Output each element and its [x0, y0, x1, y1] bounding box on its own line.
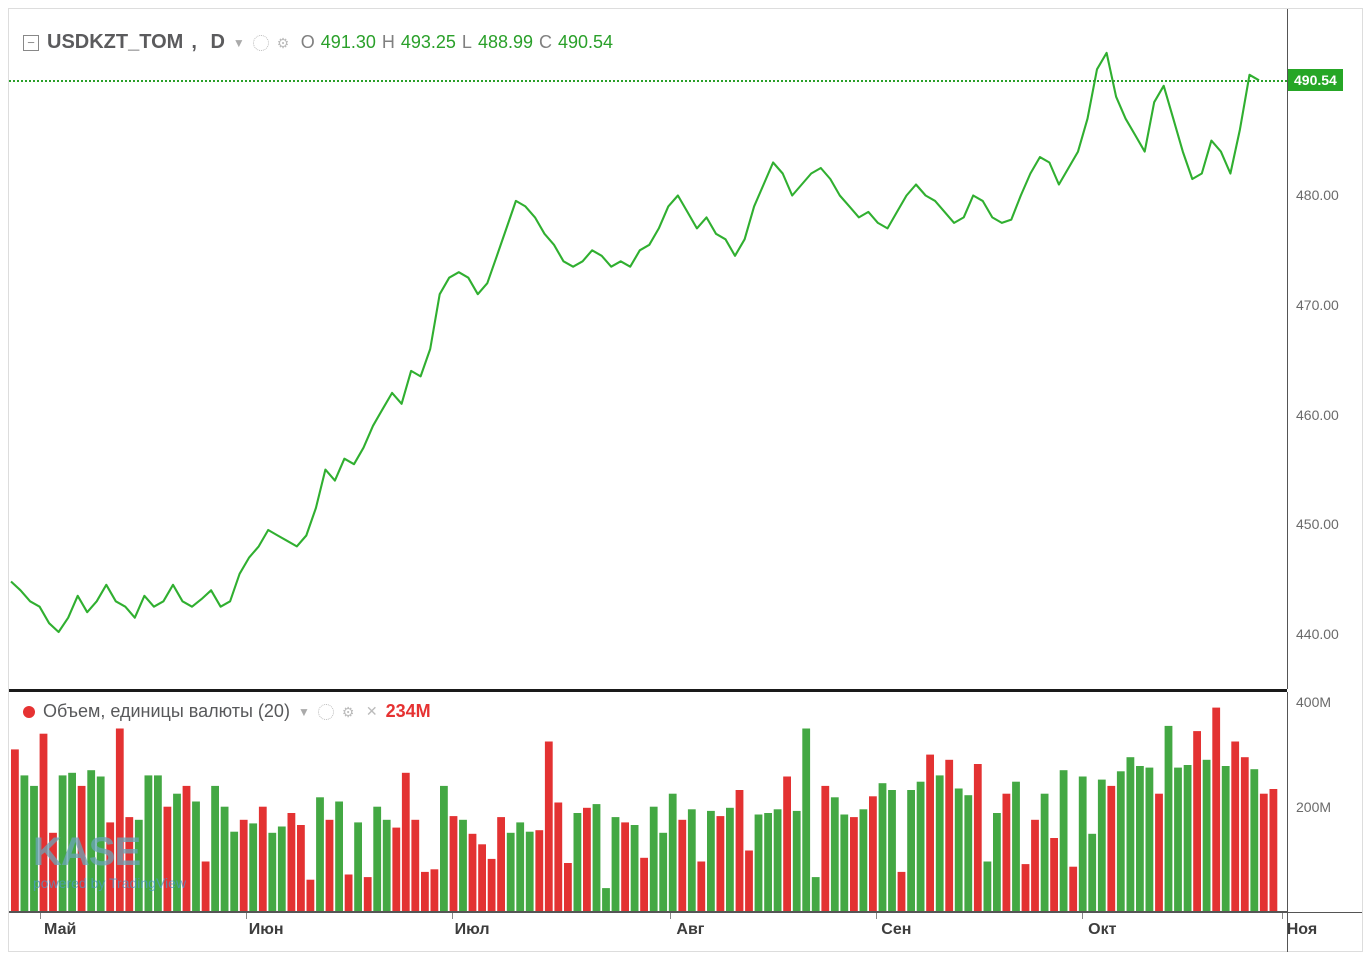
watermark-logo: KASE	[33, 830, 186, 875]
price-chart-panel[interactable]: − USDKZT_TOM, D ▼ ⚙ O 491.30 H 493.25 L …	[9, 9, 1287, 689]
chart-container: − USDKZT_TOM, D ▼ ⚙ O 491.30 H 493.25 L …	[8, 8, 1363, 952]
ohlc-h-value: 493.25	[401, 32, 456, 53]
volume-series-dot-icon	[23, 706, 35, 718]
price-legend: − USDKZT_TOM, D ▼ ⚙ O 491.30 H 493.25 L …	[23, 31, 613, 54]
y-axis-tick: 440.00	[1296, 626, 1339, 642]
volume-y-axis[interactable]: 200M 400M	[1287, 692, 1362, 912]
watermark: KASE powered by TradingView	[33, 830, 186, 891]
volume-chart-panel[interactable]	[9, 692, 1287, 912]
volume-legend: Объем, единицы валюты (20) ▼ ⚙ ✕ 234M	[23, 701, 431, 722]
y-axis-tick: 460.00	[1296, 407, 1339, 423]
symbol-title[interactable]: USDKZT_TOM	[47, 31, 183, 54]
ohlc-l-label: L	[462, 32, 472, 53]
eye-icon[interactable]	[253, 35, 269, 51]
gear-icon[interactable]: ⚙	[342, 704, 358, 720]
x-axis-tickmark	[670, 913, 671, 919]
last-price-badge: 490.54	[1288, 69, 1343, 91]
x-axis[interactable]: МайИюнИюлАвгСенОктНоя	[9, 912, 1287, 952]
y-axis-tick: 480.00	[1296, 187, 1339, 203]
interval: D	[210, 31, 224, 54]
volume-legend-title[interactable]: Объем, единицы валюты (20)	[43, 701, 290, 722]
x-axis-tickmark	[40, 913, 41, 919]
last-price-dotted-line	[9, 80, 1287, 82]
x-axis-label: Авг	[676, 921, 704, 939]
symbol-sep: ,	[191, 31, 202, 54]
x-axis-tickmark	[452, 913, 453, 919]
eye-icon[interactable]	[318, 704, 334, 720]
x-axis-tickmark	[1282, 913, 1283, 919]
x-axis-label: Окт	[1088, 921, 1116, 939]
x-axis-label: Сен	[881, 921, 911, 939]
x-axis-tickmark	[1082, 913, 1083, 919]
ohlc-o-value: 491.30	[321, 32, 376, 53]
chevron-down-icon[interactable]: ▼	[298, 705, 310, 719]
y-axis-tick: 450.00	[1296, 516, 1339, 532]
price-line-svg	[9, 9, 1287, 689]
gear-icon[interactable]: ⚙	[277, 35, 293, 51]
ohlc-l-value: 488.99	[478, 32, 533, 53]
price-y-axis[interactable]: 440.00 450.00 460.00 470.00 480.00 490.54	[1287, 9, 1362, 689]
collapse-icon[interactable]: −	[23, 35, 39, 51]
volume-y-tick: 200M	[1296, 799, 1331, 815]
chevron-down-icon[interactable]: ▼	[233, 36, 245, 50]
close-icon[interactable]: ✕	[366, 703, 378, 720]
x-axis-tickmark	[876, 913, 877, 919]
ohlc-o-label: O	[301, 32, 315, 53]
ohlc-c-value: 490.54	[558, 32, 613, 53]
x-axis-right-corner	[1287, 912, 1362, 952]
ohlc-row: O 491.30 H 493.25 L 488.99 C 490.54	[301, 32, 613, 53]
volume-legend-value: 234M	[386, 701, 431, 722]
volume-bars-svg	[9, 692, 1287, 911]
ohlc-h-label: H	[382, 32, 395, 53]
x-axis-tickmark	[246, 913, 247, 919]
x-axis-label: Май	[44, 921, 76, 939]
ohlc-c-label: C	[539, 32, 552, 53]
x-axis-label: Июл	[455, 921, 490, 939]
volume-y-tick: 400M	[1296, 694, 1331, 710]
watermark-subtitle: powered by TradingView	[33, 875, 186, 891]
y-axis-tick: 470.00	[1296, 297, 1339, 313]
x-axis-label: Июн	[249, 921, 284, 939]
